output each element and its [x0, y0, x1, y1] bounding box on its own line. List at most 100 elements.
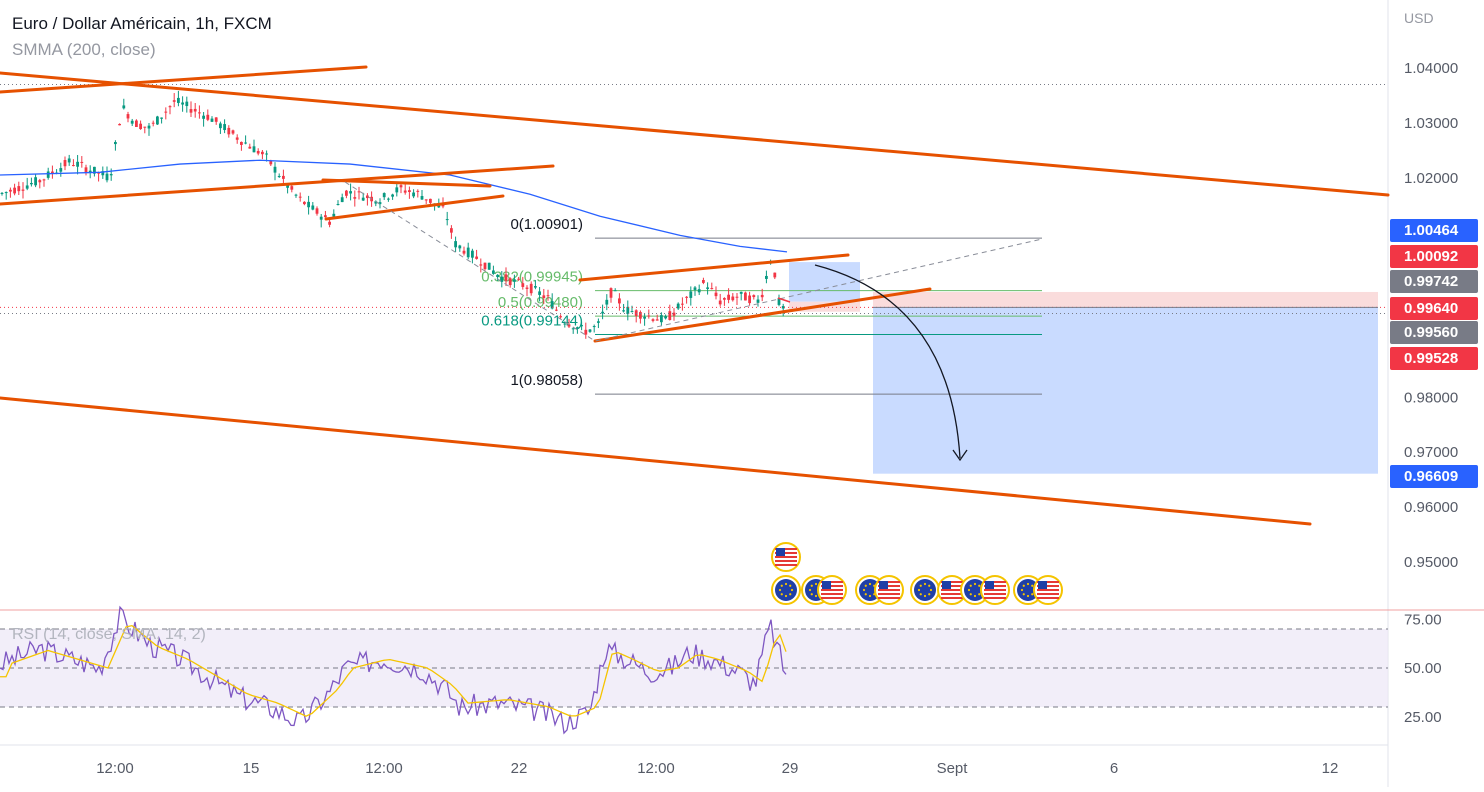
fib-level-label: 1(0.98058) [510, 372, 583, 389]
candle-body [660, 315, 663, 323]
eu-flag [775, 579, 797, 601]
us-event-icon[interactable] [937, 575, 967, 605]
candle-body [30, 182, 33, 185]
us-stripe [941, 597, 963, 599]
candle-body [412, 192, 415, 197]
trend-line [321, 178, 492, 188]
candle-body [735, 296, 739, 298]
eu-star [1026, 582, 1030, 586]
candle-body [172, 100, 176, 102]
candle-body [714, 292, 718, 297]
price-badge-label: 0.99742 [1404, 273, 1458, 290]
candle-body [4, 192, 8, 194]
us-stripe [1037, 581, 1059, 583]
price-badge-bg [1390, 347, 1478, 370]
us-stripe [775, 552, 797, 554]
candle-body [126, 114, 130, 119]
candle-body [731, 296, 735, 301]
candle-body [160, 117, 163, 119]
candle-body [282, 175, 285, 179]
eu-star [1031, 593, 1034, 596]
candle-body [248, 146, 252, 149]
us-event-icon[interactable] [817, 575, 847, 605]
indicator-legend[interactable]: SMMA (200, close) [12, 40, 156, 59]
candle-body [496, 274, 499, 278]
arrow-head [952, 449, 968, 462]
eu-star [778, 588, 782, 592]
candle-body [584, 329, 588, 335]
candle-body [559, 316, 562, 318]
candle-body [685, 296, 688, 298]
us-stripe [984, 597, 1006, 599]
trend-line [578, 253, 850, 282]
us-event-icon[interactable] [771, 542, 801, 572]
rsi-tick-label: 25.00 [1404, 709, 1442, 726]
eu-star [967, 588, 971, 592]
candle-body [38, 180, 42, 183]
chart-title[interactable]: Euro / Dollar Américain, 1h, FXCM [12, 14, 272, 33]
us-stripe [775, 548, 797, 550]
candle-body [130, 120, 134, 124]
candle-body [34, 177, 37, 186]
eu-event-icon[interactable] [910, 575, 940, 605]
candle-body [693, 287, 697, 290]
candle-body [340, 197, 344, 203]
candle-body [265, 153, 268, 155]
candle-body [445, 219, 449, 221]
candle-body [223, 124, 226, 131]
price-badge: 0.99528 [1390, 347, 1478, 370]
candle-body [487, 262, 491, 270]
us-canton [1038, 581, 1047, 589]
price-badge-label: 0.96609 [1404, 468, 1458, 485]
candle-body [399, 185, 403, 188]
eu-star [810, 593, 813, 596]
candlestick-series [0, 90, 785, 339]
candle-body [349, 191, 352, 194]
eu-event-icon[interactable] [771, 575, 801, 605]
time-tick-label: 6 [1110, 760, 1118, 777]
candle-body [261, 151, 264, 155]
economic-events[interactable] [771, 542, 1063, 605]
eu-star [864, 593, 867, 596]
eu-star [917, 588, 921, 592]
us-event-icon[interactable] [874, 575, 904, 605]
candle-body [42, 179, 46, 181]
us-stripe [821, 585, 843, 587]
candle-body [676, 303, 680, 309]
eu-star [1022, 593, 1025, 596]
candle-body [664, 316, 667, 319]
candle-body [324, 215, 327, 218]
candle-body [450, 228, 453, 233]
time-tick-label: 12:00 [96, 760, 134, 777]
us-event-icon[interactable] [1033, 575, 1063, 605]
candle-body [567, 324, 571, 327]
candle-body [382, 193, 386, 198]
trend-lines[interactable] [0, 65, 1390, 526]
rsi-legend[interactable]: RSI (14, close, SMA, 14, 2) [12, 626, 206, 643]
candle-body [122, 105, 126, 109]
price-axis[interactable]: 1.04000 1.03000 1.02000 0.98000 0.97000 0.960… [1404, 60, 1458, 571]
candle-body [277, 175, 281, 177]
us-stripe [775, 564, 797, 566]
candle-body [571, 328, 575, 330]
candle-body [25, 185, 29, 189]
candle-body [84, 167, 88, 173]
candle-body [437, 204, 441, 208]
trend-line [0, 71, 1390, 197]
fibonacci-retracement[interactable]: 0(1.00901) 0.382(0.99945) 0.5(0.99480) 0.61… [481, 216, 1042, 395]
candle-body [202, 115, 205, 119]
us-event-icon[interactable] [980, 575, 1010, 605]
candle-body [387, 198, 390, 200]
smma-line [0, 159, 788, 253]
eu-star [808, 588, 812, 592]
candle-body [286, 184, 289, 188]
time-axis[interactable]: 12:00 15 12:00 22 12:00 29 Sept 6 12 [96, 760, 1338, 777]
candle-body [538, 291, 541, 295]
candle-body [13, 187, 16, 194]
candle-body [147, 125, 151, 129]
candle-body [206, 114, 210, 120]
price-tick-label: 0.96000 [1404, 499, 1458, 516]
candle-body [672, 312, 676, 316]
candle-body [513, 279, 516, 282]
